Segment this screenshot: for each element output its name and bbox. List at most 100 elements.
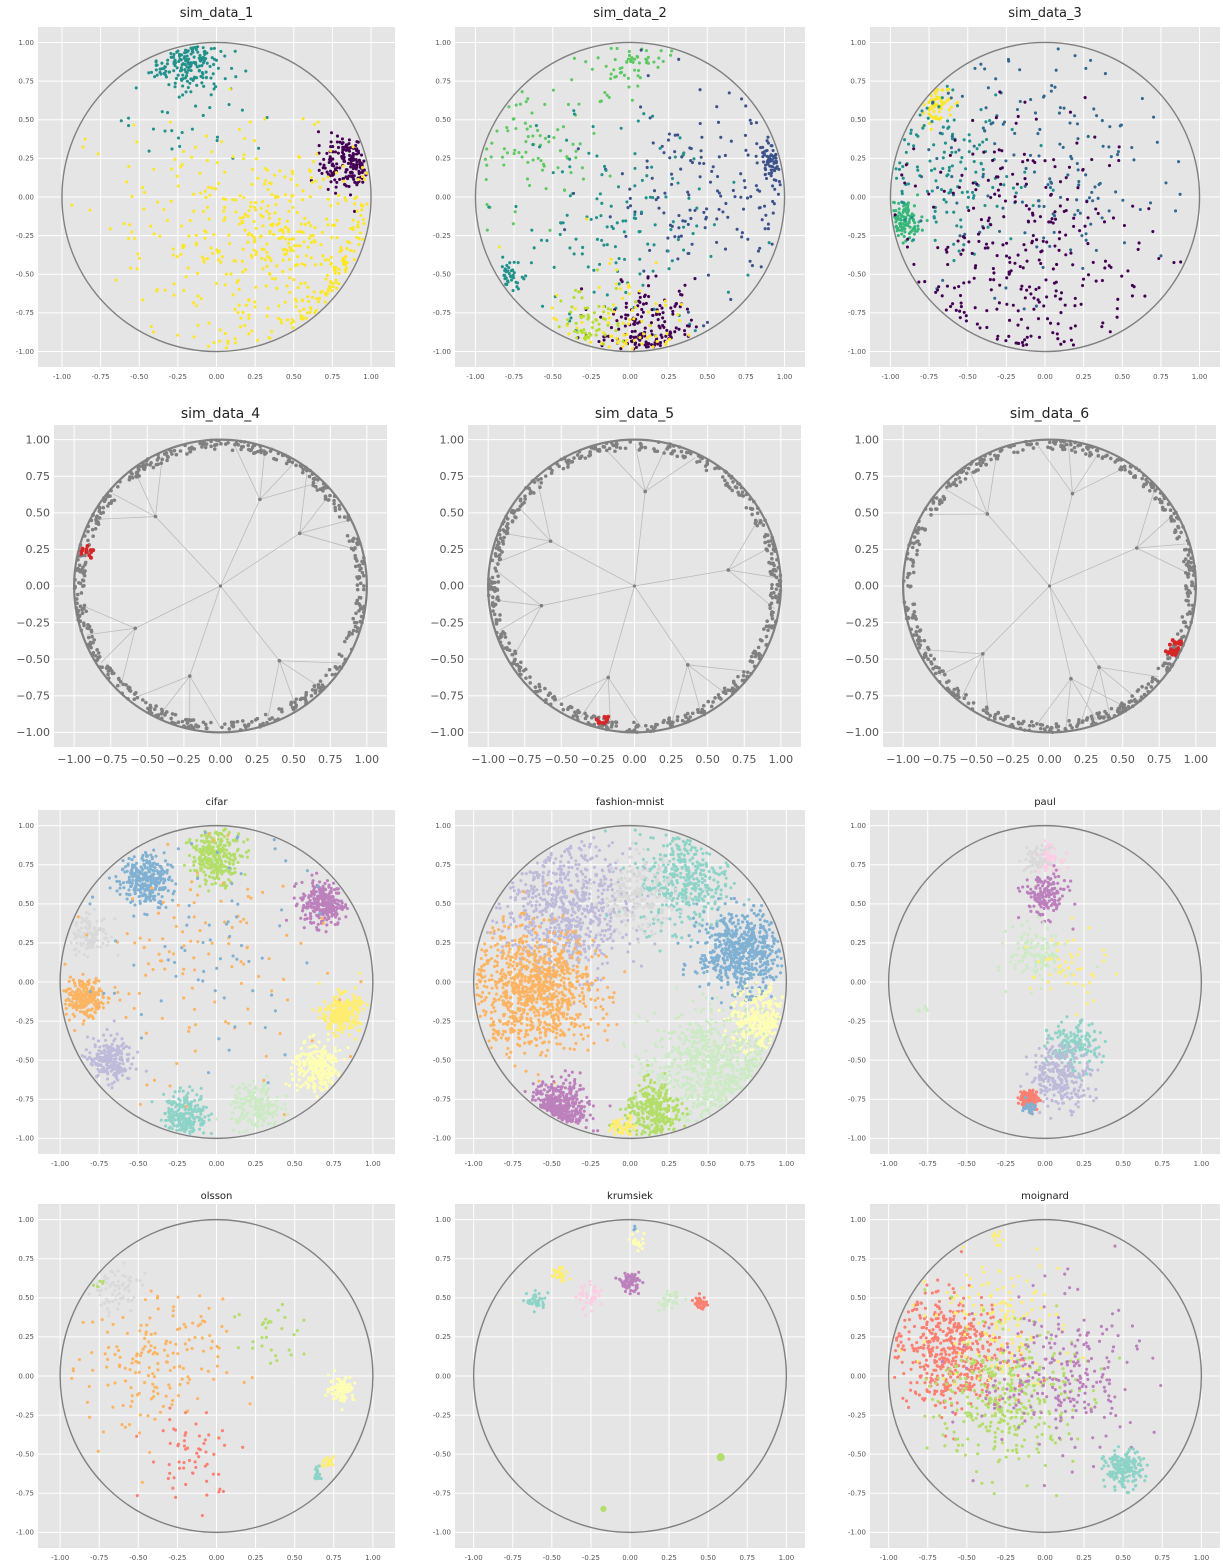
data-point — [329, 180, 333, 184]
data-point — [906, 182, 911, 186]
data-point — [1023, 170, 1027, 174]
data-point — [236, 311, 240, 315]
y-tick-label: −1.00 — [430, 726, 464, 739]
data-point — [265, 264, 269, 268]
data-point — [309, 256, 313, 260]
data-point — [952, 242, 956, 246]
data-point — [1024, 248, 1028, 252]
data-point — [591, 125, 595, 129]
data-point — [126, 236, 131, 241]
data-point — [1116, 297, 1120, 301]
data-point — [231, 155, 235, 159]
data-point — [603, 333, 607, 337]
data-point — [643, 326, 647, 330]
data-point — [1007, 256, 1012, 260]
tree-node — [948, 483, 953, 488]
data-point — [950, 164, 954, 168]
tree-node — [332, 498, 336, 503]
data-point — [646, 61, 650, 65]
x-tick-label: 1.00 — [355, 753, 380, 766]
data-point — [199, 863, 203, 867]
tree-node — [538, 688, 542, 693]
data-point — [127, 124, 131, 128]
data-point — [233, 49, 237, 53]
data-point — [925, 106, 929, 110]
data-point — [294, 304, 298, 309]
x-tick-label: −0.50 — [959, 753, 993, 766]
data-point — [300, 198, 305, 202]
tree-node — [263, 712, 268, 717]
tree-node — [1176, 524, 1180, 529]
data-point — [959, 218, 963, 222]
data-point — [994, 93, 998, 97]
data-point — [1059, 311, 1063, 315]
data-point — [197, 69, 201, 73]
data-point — [925, 189, 929, 193]
tree-node — [763, 540, 767, 545]
tree-node — [1183, 620, 1188, 625]
data-point — [940, 100, 944, 104]
data-point — [638, 272, 642, 276]
data-point — [1107, 145, 1111, 149]
y-tick-label: -0.75 — [16, 1096, 34, 1104]
data-point — [214, 58, 218, 62]
data-point — [915, 229, 919, 233]
tree-node — [749, 654, 754, 659]
tree-node — [942, 497, 947, 502]
data-point — [1058, 297, 1062, 301]
tree-node — [736, 674, 740, 679]
data-point — [215, 248, 219, 252]
data-point — [298, 309, 302, 313]
tree-node — [1054, 725, 1059, 729]
data-point — [1108, 125, 1112, 129]
data-point — [959, 160, 963, 164]
data-point — [1058, 180, 1063, 184]
data-point — [308, 195, 312, 199]
tree-node — [770, 616, 775, 621]
data-point — [241, 270, 245, 274]
tree-node — [985, 707, 989, 711]
data-point — [602, 310, 606, 314]
data-point — [135, 267, 139, 271]
data-point — [115, 889, 119, 893]
data-point — [1053, 85, 1057, 89]
tree-node — [255, 716, 260, 721]
data-point — [1076, 186, 1080, 190]
tree-node — [517, 669, 522, 673]
data-point — [356, 223, 360, 227]
data-point — [1012, 153, 1016, 157]
tree-node — [337, 507, 342, 511]
data-point — [204, 70, 208, 74]
data-point — [487, 205, 491, 209]
data-point — [1072, 114, 1077, 118]
data-point — [187, 68, 191, 72]
data-point — [356, 140, 360, 144]
data-point — [164, 69, 168, 73]
y-tick-label: −0.50 — [430, 653, 464, 666]
tree-node — [1067, 719, 1071, 723]
tree-node — [569, 705, 574, 710]
data-point — [955, 201, 959, 205]
data-point — [638, 76, 642, 80]
data-point — [508, 261, 512, 265]
data-point — [210, 150, 214, 154]
tree-node — [772, 590, 776, 595]
data-point — [526, 97, 530, 101]
data-point — [285, 219, 290, 223]
data-point — [742, 179, 746, 183]
data-point — [1077, 183, 1081, 187]
data-point — [1042, 94, 1046, 98]
tree-node — [533, 685, 538, 690]
data-point — [667, 132, 671, 136]
x-tick-label: 0.00 — [208, 753, 233, 766]
y-tick-label: 0.00 — [440, 580, 465, 593]
data-point — [1049, 192, 1053, 196]
data-point — [1031, 233, 1035, 238]
data-point — [512, 276, 516, 280]
data-point — [254, 201, 258, 205]
data-point — [621, 321, 625, 325]
tree-node — [77, 580, 81, 585]
x-tick-label: -0.25 — [168, 1160, 186, 1168]
tree-node — [301, 696, 305, 701]
data-point — [223, 283, 227, 287]
